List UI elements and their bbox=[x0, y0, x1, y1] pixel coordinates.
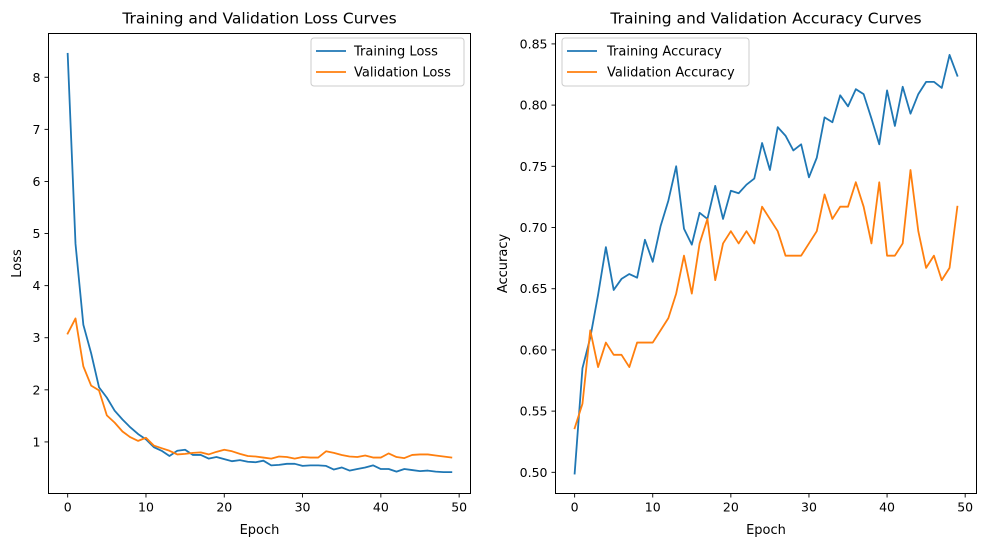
accuracy-xtick-label: 40 bbox=[879, 500, 895, 515]
accuracy-ytick-label: 0.55 bbox=[520, 404, 548, 419]
loss-chart-lines bbox=[66, 52, 453, 474]
accuracy-ytick-label: 0.60 bbox=[520, 342, 548, 357]
loss-xtick-label: 10 bbox=[138, 500, 154, 515]
accuracy-xtick-label: 20 bbox=[723, 500, 739, 515]
accuracy-series-line-training bbox=[573, 54, 959, 475]
accuracy-chart-ylabel: Accuracy bbox=[496, 234, 511, 294]
accuracy-xtick-label: 10 bbox=[645, 500, 661, 515]
loss-ytick-label: 6 bbox=[33, 174, 41, 189]
accuracy-ytick-label: 0.80 bbox=[520, 98, 548, 113]
loss-ytick-label: 5 bbox=[33, 226, 41, 241]
loss-series-line-validation bbox=[66, 317, 453, 460]
loss-chart-ticks: 0 10 20 30 40 50 1 2 3 4 5 6 7 8 bbox=[33, 70, 468, 515]
loss-xtick-label: 30 bbox=[295, 500, 311, 515]
accuracy-legend-label-training: Training Accuracy bbox=[606, 45, 722, 60]
loss-legend-label-validation: Validation Loss bbox=[354, 66, 451, 81]
loss-ytick-label: 7 bbox=[33, 122, 41, 137]
accuracy-xtick-label: 50 bbox=[957, 500, 973, 515]
loss-ytick-label: 8 bbox=[33, 70, 41, 85]
accuracy-chart-legend: Training Accuracy Validation Accuracy bbox=[561, 37, 750, 87]
loss-xtick-label: 0 bbox=[64, 500, 72, 515]
accuracy-chart-ticks: 0 10 20 30 40 50 0.50 0.55 0.60 0.65 0.70 0.75 0.80 0… bbox=[520, 36, 974, 514]
loss-ytick-label: 2 bbox=[33, 382, 41, 397]
loss-chart-legend: Training Loss Validation Loss bbox=[310, 37, 465, 87]
loss-xtick-label: 50 bbox=[451, 500, 467, 515]
loss-ytick-label: 1 bbox=[33, 434, 41, 449]
loss-xtick-label: 20 bbox=[216, 500, 232, 515]
accuracy-xtick-label: 0 bbox=[571, 500, 579, 515]
loss-chart-xlabel: Epoch bbox=[240, 523, 280, 538]
loss-ytick-label: 4 bbox=[33, 278, 41, 293]
loss-chart-ylabel: Loss bbox=[10, 249, 25, 278]
loss-chart: Training and Validation Loss Curves 0 10 2… bbox=[10, 10, 471, 538]
accuracy-legend-box bbox=[561, 37, 750, 87]
accuracy-legend-label-validation: Validation Accuracy bbox=[607, 66, 735, 81]
accuracy-chart-title: Training and Validation Accuracy Curves bbox=[609, 10, 921, 28]
accuracy-chart-xlabel: Epoch bbox=[746, 523, 786, 538]
loss-legend-box bbox=[310, 37, 465, 87]
accuracy-ytick-label: 0.65 bbox=[520, 281, 548, 296]
accuracy-chart-lines bbox=[573, 54, 959, 475]
accuracy-chart-axes-frame bbox=[555, 33, 977, 494]
accuracy-ytick-label: 0.50 bbox=[520, 465, 548, 480]
loss-chart-axes-frame bbox=[48, 33, 471, 494]
loss-legend-label-training: Training Loss bbox=[353, 45, 438, 60]
loss-series-line-training bbox=[66, 52, 453, 474]
accuracy-ytick-label: 0.75 bbox=[520, 159, 548, 174]
accuracy-series-line-validation bbox=[573, 169, 959, 430]
loss-xtick-label: 40 bbox=[373, 500, 389, 515]
loss-chart-title: Training and Validation Loss Curves bbox=[121, 10, 396, 28]
accuracy-ytick-label: 0.85 bbox=[520, 36, 548, 51]
accuracy-ytick-label: 0.70 bbox=[520, 220, 548, 235]
accuracy-chart: Training and Validation Accuracy Curves … bbox=[496, 10, 977, 538]
loss-ytick-label: 3 bbox=[33, 330, 41, 345]
accuracy-xtick-label: 30 bbox=[801, 500, 817, 515]
